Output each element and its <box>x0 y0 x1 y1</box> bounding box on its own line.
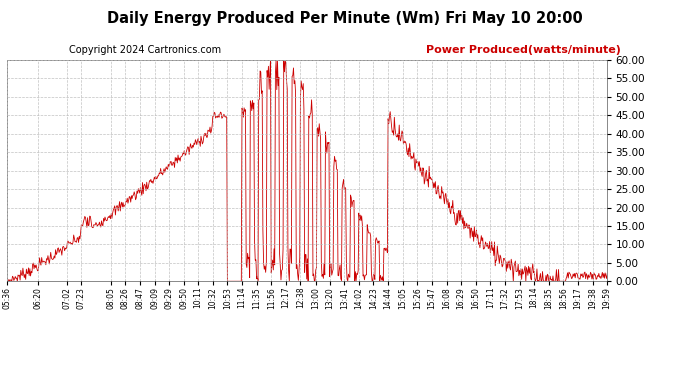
Text: Copyright 2024 Cartronics.com: Copyright 2024 Cartronics.com <box>69 45 221 55</box>
Text: Daily Energy Produced Per Minute (Wm) Fri May 10 20:00: Daily Energy Produced Per Minute (Wm) Fr… <box>107 11 583 26</box>
Text: Power Produced(watts/minute): Power Produced(watts/minute) <box>426 45 621 55</box>
